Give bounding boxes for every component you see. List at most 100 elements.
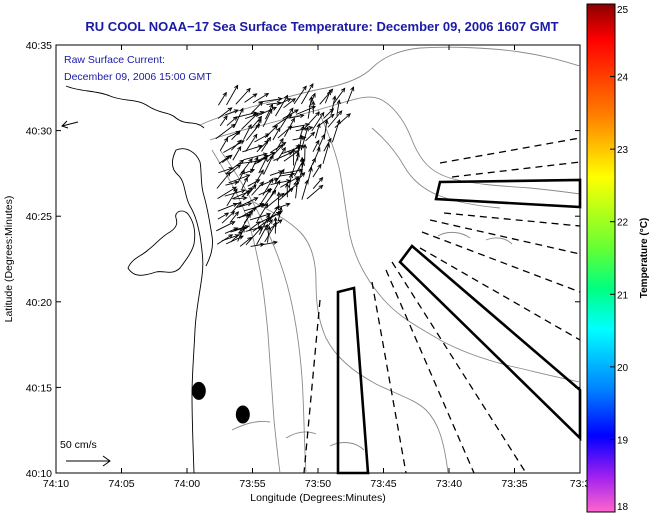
current-vector [218,155,230,165]
current-vector [305,132,315,142]
current-vector-head [272,221,277,227]
current-vector-head [268,178,274,183]
current-vector-head [237,139,242,145]
current-vector [263,190,277,207]
current-vector-head [244,225,250,230]
current-vector-head [337,110,343,115]
current-vector [239,237,252,247]
current-vector-head [258,101,264,106]
current-vector [258,214,270,235]
current-vector-head [280,168,285,174]
current-vector-head [263,223,268,229]
current-vector-head [311,100,316,106]
current-vector-head [308,95,314,101]
current-vector-head [281,146,286,152]
current-vector-head [278,144,284,149]
x-tick-label: 74:05 [108,478,134,490]
current-vector [238,207,257,219]
current-vector [332,88,346,105]
current-vector [301,180,308,200]
current-vector-head [281,141,287,147]
current-vector [228,174,250,184]
current-vector-head [299,113,305,119]
current-vector [242,145,263,153]
current-vector [245,123,260,141]
current-vector [346,86,354,105]
current-vector-head [269,103,273,109]
current-vector [300,127,309,151]
bathymetry-contour [317,109,581,383]
colorbar-tick-label: 24 [617,73,629,84]
current-vector-head [227,107,233,112]
current-vector-head [250,168,256,173]
current-vector [301,83,314,105]
current-vector-head [239,107,244,113]
current-vector-head [317,163,322,169]
current-vector [244,93,257,103]
current-vector-head [285,182,290,188]
current-vector-head [266,136,272,142]
current-vector [299,126,305,139]
current-vector [303,111,320,130]
bathymetry-contour [209,96,581,195]
current-vector-head [264,93,270,98]
colorbar-tick-label: 20 [617,363,629,374]
current-vector-head [300,172,306,177]
current-vector-head [273,125,278,130]
current-vector [264,222,277,243]
y-axis-label: Latitude (Degrees:Minutes) [3,196,15,323]
current-vector [283,98,296,109]
current-vector [228,164,241,175]
current-vector-head [273,240,279,245]
current-vector [283,150,300,162]
current-vector [256,106,277,117]
current-vector-head [233,116,238,121]
current-vector-head [287,114,293,119]
current-vector-head [233,188,238,194]
current-vector-head [273,177,279,182]
current-vector-head [257,226,263,232]
current-vector [270,180,291,186]
current-vector-head [296,143,301,149]
current-vector [224,227,238,234]
current-vector [258,177,278,187]
current-vector-head [273,216,278,222]
current-vector [236,197,258,208]
colorbar-ticks: 25 24 23 22 21 20 19 18 [610,3,629,513]
current-vector-head [228,234,234,239]
current-vector-head [237,145,242,151]
colorbar-tick-label: 18 [617,502,629,513]
current-vector-head [247,187,253,192]
current-vector [225,181,239,186]
current-vector [278,187,294,201]
current-vector [274,169,285,184]
wedge-south [336,286,370,475]
y-tick-label: 40:15 [26,382,52,394]
current-vectors [215,83,355,247]
current-vector-head [275,205,280,211]
x-tick-label: 73:45 [370,478,396,490]
x-axis-label: Longitude (Degrees:Minutes) [250,492,385,504]
current-vector-head [226,171,231,177]
current-vector-head [327,137,332,143]
colorbar-tick-label: 22 [617,218,629,229]
station-markers [191,381,250,424]
current-vector-head [278,170,284,175]
current-vector [272,114,292,128]
current-vector [254,152,275,165]
current-vector [275,95,288,117]
current-vector [256,224,268,245]
current-vector [274,203,290,210]
current-vector [322,143,330,164]
current-vector [250,101,263,114]
current-vector-head [252,184,257,190]
current-vector [262,178,273,196]
edge-arrow [61,120,79,129]
current-vector [226,188,238,207]
current-vector-head [224,137,229,143]
current-vector [293,86,307,105]
current-vector-head [328,88,334,94]
current-vector [292,136,306,141]
current-vector [249,156,259,174]
current-vector [264,125,278,138]
